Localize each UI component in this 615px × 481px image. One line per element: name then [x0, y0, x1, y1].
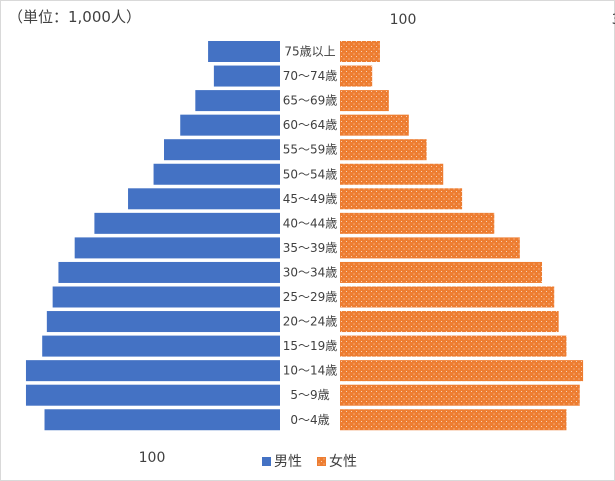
female-bar	[340, 65, 373, 87]
female-bar	[340, 261, 543, 283]
female-bar	[340, 90, 389, 112]
female-bar	[340, 311, 559, 333]
male-bar	[153, 163, 280, 185]
right-axis-tick-label: 100	[390, 12, 417, 28]
age-group-label: 15〜19歳	[283, 339, 338, 353]
male-bar	[164, 139, 280, 161]
male-bar	[44, 409, 280, 431]
age-group-label: 5〜9歳	[290, 388, 329, 402]
age-group-label: 20〜24歳	[283, 315, 338, 329]
right-axis-tick-label: 300	[612, 12, 615, 28]
age-group-label: 70〜74歳	[283, 69, 338, 83]
age-group-label: 0〜4歳	[290, 413, 329, 427]
female-bar	[340, 41, 380, 62]
legend-label: 男性	[274, 454, 302, 470]
male-bar	[46, 311, 281, 333]
female-bar	[340, 237, 520, 259]
male-bar	[208, 41, 280, 62]
female-bar	[340, 188, 463, 210]
female-bar	[340, 163, 444, 185]
age-group-label: 10〜14歳	[283, 364, 338, 378]
age-group-label: 60〜64歳	[283, 118, 338, 132]
age-group-label: 45〜49歳	[283, 192, 338, 206]
legend: 男性 女性	[262, 453, 357, 470]
female-bar	[340, 409, 567, 431]
female-bar	[340, 212, 495, 234]
male-bar	[195, 90, 280, 112]
female-bar	[340, 139, 427, 161]
legend-label: 女性	[329, 453, 357, 470]
male-bar	[42, 335, 281, 357]
unit-note: （単位：1,000人）	[8, 8, 141, 26]
female-bar	[340, 114, 409, 136]
female-bar	[340, 335, 567, 357]
age-group-label: 55〜59歳	[283, 143, 338, 157]
male-bar	[25, 384, 281, 406]
age-group-label: 65〜69歳	[283, 94, 338, 108]
age-group-label: 25〜29歳	[283, 290, 338, 304]
age-group-label: 50〜54歳	[283, 167, 338, 181]
male-bar	[94, 212, 281, 234]
male-bar	[213, 65, 280, 87]
left-axis-tick-label: 100	[139, 450, 166, 466]
male-bar	[25, 360, 281, 382]
female-bar	[340, 286, 555, 308]
age-group-label: 30〜34歳	[283, 265, 338, 279]
male-bar	[74, 237, 281, 259]
female-bar	[340, 360, 584, 382]
age-group-label: 40〜44歳	[283, 216, 338, 230]
legend-swatch-male	[262, 457, 271, 466]
age-group-label: 75歳以上	[284, 45, 335, 59]
male-bar	[52, 286, 280, 308]
male-bar	[128, 188, 280, 210]
age-group-label: 35〜39歳	[283, 241, 338, 255]
legend-swatch-female	[317, 457, 326, 466]
male-bar	[180, 114, 280, 136]
female-bar	[340, 384, 580, 406]
male-bar	[58, 261, 280, 283]
